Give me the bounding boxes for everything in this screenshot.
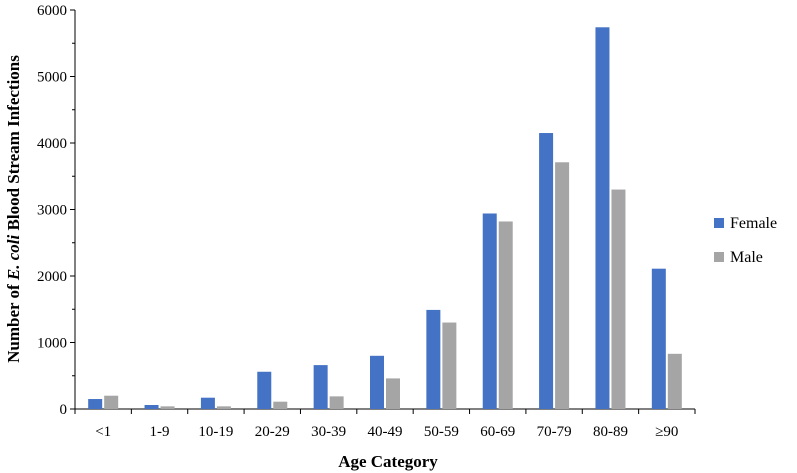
legend-label-female: Female (730, 215, 777, 232)
bar-female (539, 133, 554, 409)
bar-male (273, 401, 288, 409)
x-tick-label: 60-69 (480, 424, 515, 440)
x-tick-label: 50-59 (424, 424, 459, 440)
y-tick-label: 3000 (37, 203, 67, 219)
x-tick-label: 1-9 (150, 424, 170, 440)
x-tick-label: 30-39 (311, 424, 346, 440)
bar-female (426, 309, 441, 409)
x-axis-title: Age Category (338, 452, 438, 471)
bar-female (257, 371, 272, 409)
y-axis-title-prefix: Number of (4, 280, 23, 363)
y-axis-title-suffix: Blood Stream Infections (4, 55, 23, 235)
y-tick-label: 0 (60, 402, 68, 418)
bar-male (555, 162, 570, 409)
bar-male (386, 378, 400, 409)
bar-male (498, 221, 513, 409)
x-tick-label: ≥90 (655, 424, 678, 440)
x-axis: <1 1-9 10-19 20-29 30-39 40-49 50-59 60-69 70-79… (74, 408, 696, 440)
bar-male (611, 189, 626, 409)
bar-female (144, 405, 159, 409)
bar-female (88, 399, 103, 409)
x-tick-label: 80-89 (593, 424, 628, 440)
bar-male (160, 406, 175, 409)
y-tick-label: 6000 (37, 3, 67, 19)
bar-female (200, 397, 215, 409)
x-tick-label: 40-49 (368, 424, 403, 440)
y-tick-label: 4000 (37, 136, 67, 152)
bar-female (313, 365, 328, 409)
y-axis-title-italic: E. coli (4, 234, 23, 281)
bar-female (370, 355, 384, 409)
x-tick-label: 10-19 (198, 424, 233, 440)
bars-group (88, 27, 682, 409)
y-axis: 0 1000 2000 3000 4000 5000 6000 (37, 3, 76, 418)
y-axis-title: Number of E. coli Blood Stream Infection… (4, 55, 23, 363)
legend-swatch-male (714, 252, 724, 262)
y-tick-label: 5000 (37, 70, 67, 86)
y-tick-label: 1000 (37, 336, 67, 352)
y-tick-label: 2000 (37, 269, 67, 285)
bar-female (482, 213, 497, 409)
bar-male (442, 322, 457, 409)
legend: Female Male (714, 215, 777, 266)
legend-swatch-female (714, 218, 724, 228)
x-tick-label: 20-29 (255, 424, 290, 440)
bar-male (667, 353, 682, 409)
bar-female (595, 27, 610, 409)
legend-label-male: Male (730, 249, 763, 266)
x-tick-label: <1 (95, 424, 111, 440)
x-tick-label: 70-79 (537, 424, 572, 440)
bar-male (216, 406, 231, 409)
bar-female (651, 268, 666, 409)
bar-male (104, 395, 119, 409)
bar-male (329, 396, 344, 409)
